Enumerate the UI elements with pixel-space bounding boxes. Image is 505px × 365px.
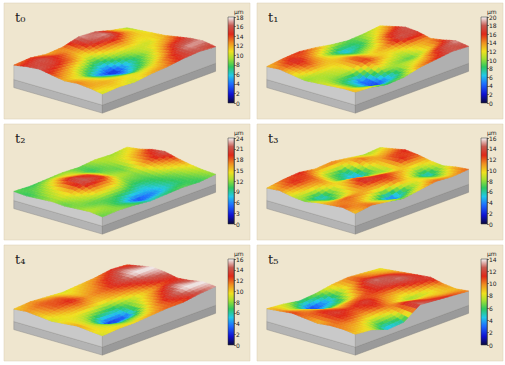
svg-text:10: 10 — [236, 52, 244, 59]
svg-text:6: 6 — [489, 305, 493, 312]
svg-text:μm: μm — [234, 7, 244, 15]
svg-text:12: 12 — [489, 156, 497, 163]
svg-text:3: 3 — [236, 210, 240, 217]
svg-text:14: 14 — [236, 266, 244, 273]
svg-text:14: 14 — [489, 39, 497, 46]
svg-text:4: 4 — [236, 80, 240, 87]
svg-text:16: 16 — [489, 31, 497, 38]
svg-text:t₂: t₂ — [15, 131, 25, 146]
svg-text:0: 0 — [236, 221, 240, 228]
svg-text:12: 12 — [236, 42, 244, 49]
svg-text:12: 12 — [489, 48, 497, 55]
svg-text:0: 0 — [489, 221, 493, 228]
svg-text:μm: μm — [234, 128, 244, 136]
svg-text:t₃: t₃ — [268, 131, 278, 146]
svg-text:μm: μm — [234, 249, 244, 257]
svg-text:16: 16 — [489, 135, 497, 142]
svg-text:t₄: t₄ — [15, 252, 25, 267]
svg-text:18: 18 — [236, 14, 244, 21]
svg-text:4: 4 — [489, 317, 493, 324]
svg-text:24: 24 — [236, 135, 244, 142]
svg-text:t₁: t₁ — [268, 10, 278, 25]
svg-text:2: 2 — [489, 91, 493, 98]
svg-text:2: 2 — [489, 210, 493, 217]
svg-text:μm: μm — [487, 249, 497, 257]
svg-text:8: 8 — [489, 178, 493, 185]
svg-text:8: 8 — [489, 65, 493, 72]
svg-text:15: 15 — [236, 167, 244, 174]
svg-text:0: 0 — [236, 100, 240, 107]
svg-text:10: 10 — [489, 280, 497, 287]
svg-text:4: 4 — [236, 320, 240, 327]
svg-text:0: 0 — [489, 342, 493, 349]
svg-text:6: 6 — [236, 199, 240, 206]
svg-text:8: 8 — [489, 292, 493, 299]
svg-text:20: 20 — [489, 14, 497, 21]
svg-text:12: 12 — [489, 268, 497, 275]
svg-text:16: 16 — [236, 23, 244, 30]
svg-text:10: 10 — [489, 167, 497, 174]
svg-text:16: 16 — [236, 256, 244, 263]
svg-text:12: 12 — [236, 178, 244, 185]
svg-text:6: 6 — [489, 74, 493, 81]
svg-text:μm: μm — [487, 128, 497, 136]
svg-text:14: 14 — [236, 33, 244, 40]
svg-text:12: 12 — [236, 277, 244, 284]
svg-text:9: 9 — [236, 188, 240, 195]
svg-text:21: 21 — [236, 145, 244, 152]
svg-text:2: 2 — [236, 331, 240, 338]
svg-text:10: 10 — [489, 57, 497, 64]
svg-text:2: 2 — [489, 329, 493, 336]
svg-text:18: 18 — [489, 22, 497, 29]
svg-text:t₅: t₅ — [268, 252, 278, 267]
svg-text:18: 18 — [236, 156, 244, 163]
svg-text:8: 8 — [236, 299, 240, 306]
svg-text:0: 0 — [236, 342, 240, 349]
svg-text:14: 14 — [489, 145, 497, 152]
svg-text:4: 4 — [489, 82, 493, 89]
svg-text:14: 14 — [489, 256, 497, 263]
svg-text:8: 8 — [236, 61, 240, 68]
svg-text:6: 6 — [489, 188, 493, 195]
svg-text:t₀: t₀ — [15, 10, 25, 25]
svg-text:0: 0 — [489, 100, 493, 107]
svg-text:6: 6 — [236, 71, 240, 78]
svg-text:4: 4 — [489, 199, 493, 206]
svg-text:2: 2 — [236, 90, 240, 97]
svg-text:μm: μm — [487, 7, 497, 15]
svg-text:10: 10 — [236, 288, 244, 295]
svg-text:6: 6 — [236, 309, 240, 316]
